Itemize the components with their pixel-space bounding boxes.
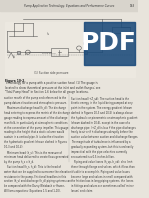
Bar xyxy=(84,50,87,54)
Bar xyxy=(84,22,135,65)
Text: suction mouth of the pump and referenced to the
pump datum elevation and atmosph: suction mouth of the pump and referenced… xyxy=(4,96,71,193)
Text: 163: 163 xyxy=(129,4,135,8)
Text: Pump datum: Pump datum xyxy=(42,53,56,54)
Text: $h_d$: $h_d$ xyxy=(107,31,112,38)
Text: Terminology for a pump with a positive suction head. (1) The gauge is
located to: Terminology for a pump with a positive s… xyxy=(5,81,100,94)
Bar xyxy=(51,48,68,56)
Text: $h_v$: $h_v$ xyxy=(7,49,11,56)
Text: (1) Suction side pressure: (1) Suction side pressure xyxy=(34,70,68,75)
Bar xyxy=(17,50,20,54)
Text: Figure 10-2.: Figure 10-2. xyxy=(5,79,25,83)
Bar xyxy=(5,22,135,77)
Bar xyxy=(0,0,138,11)
Text: (1): (1) xyxy=(25,52,29,56)
Text: $h_s$: $h_s$ xyxy=(46,31,51,38)
Text: $h_d$: $h_d$ xyxy=(82,41,87,48)
Text: Suction head (+Z_sd): The suction head is the
kinetic energy in the liquid being: Suction head (+Z_sd): The suction head i… xyxy=(71,96,138,193)
Text: Pump Application Technology: Equations and Performance Curves: Pump Application Technology: Equations a… xyxy=(24,4,114,8)
Text: $h_s$: $h_s$ xyxy=(12,53,17,61)
Text: PDF: PDF xyxy=(81,31,137,55)
